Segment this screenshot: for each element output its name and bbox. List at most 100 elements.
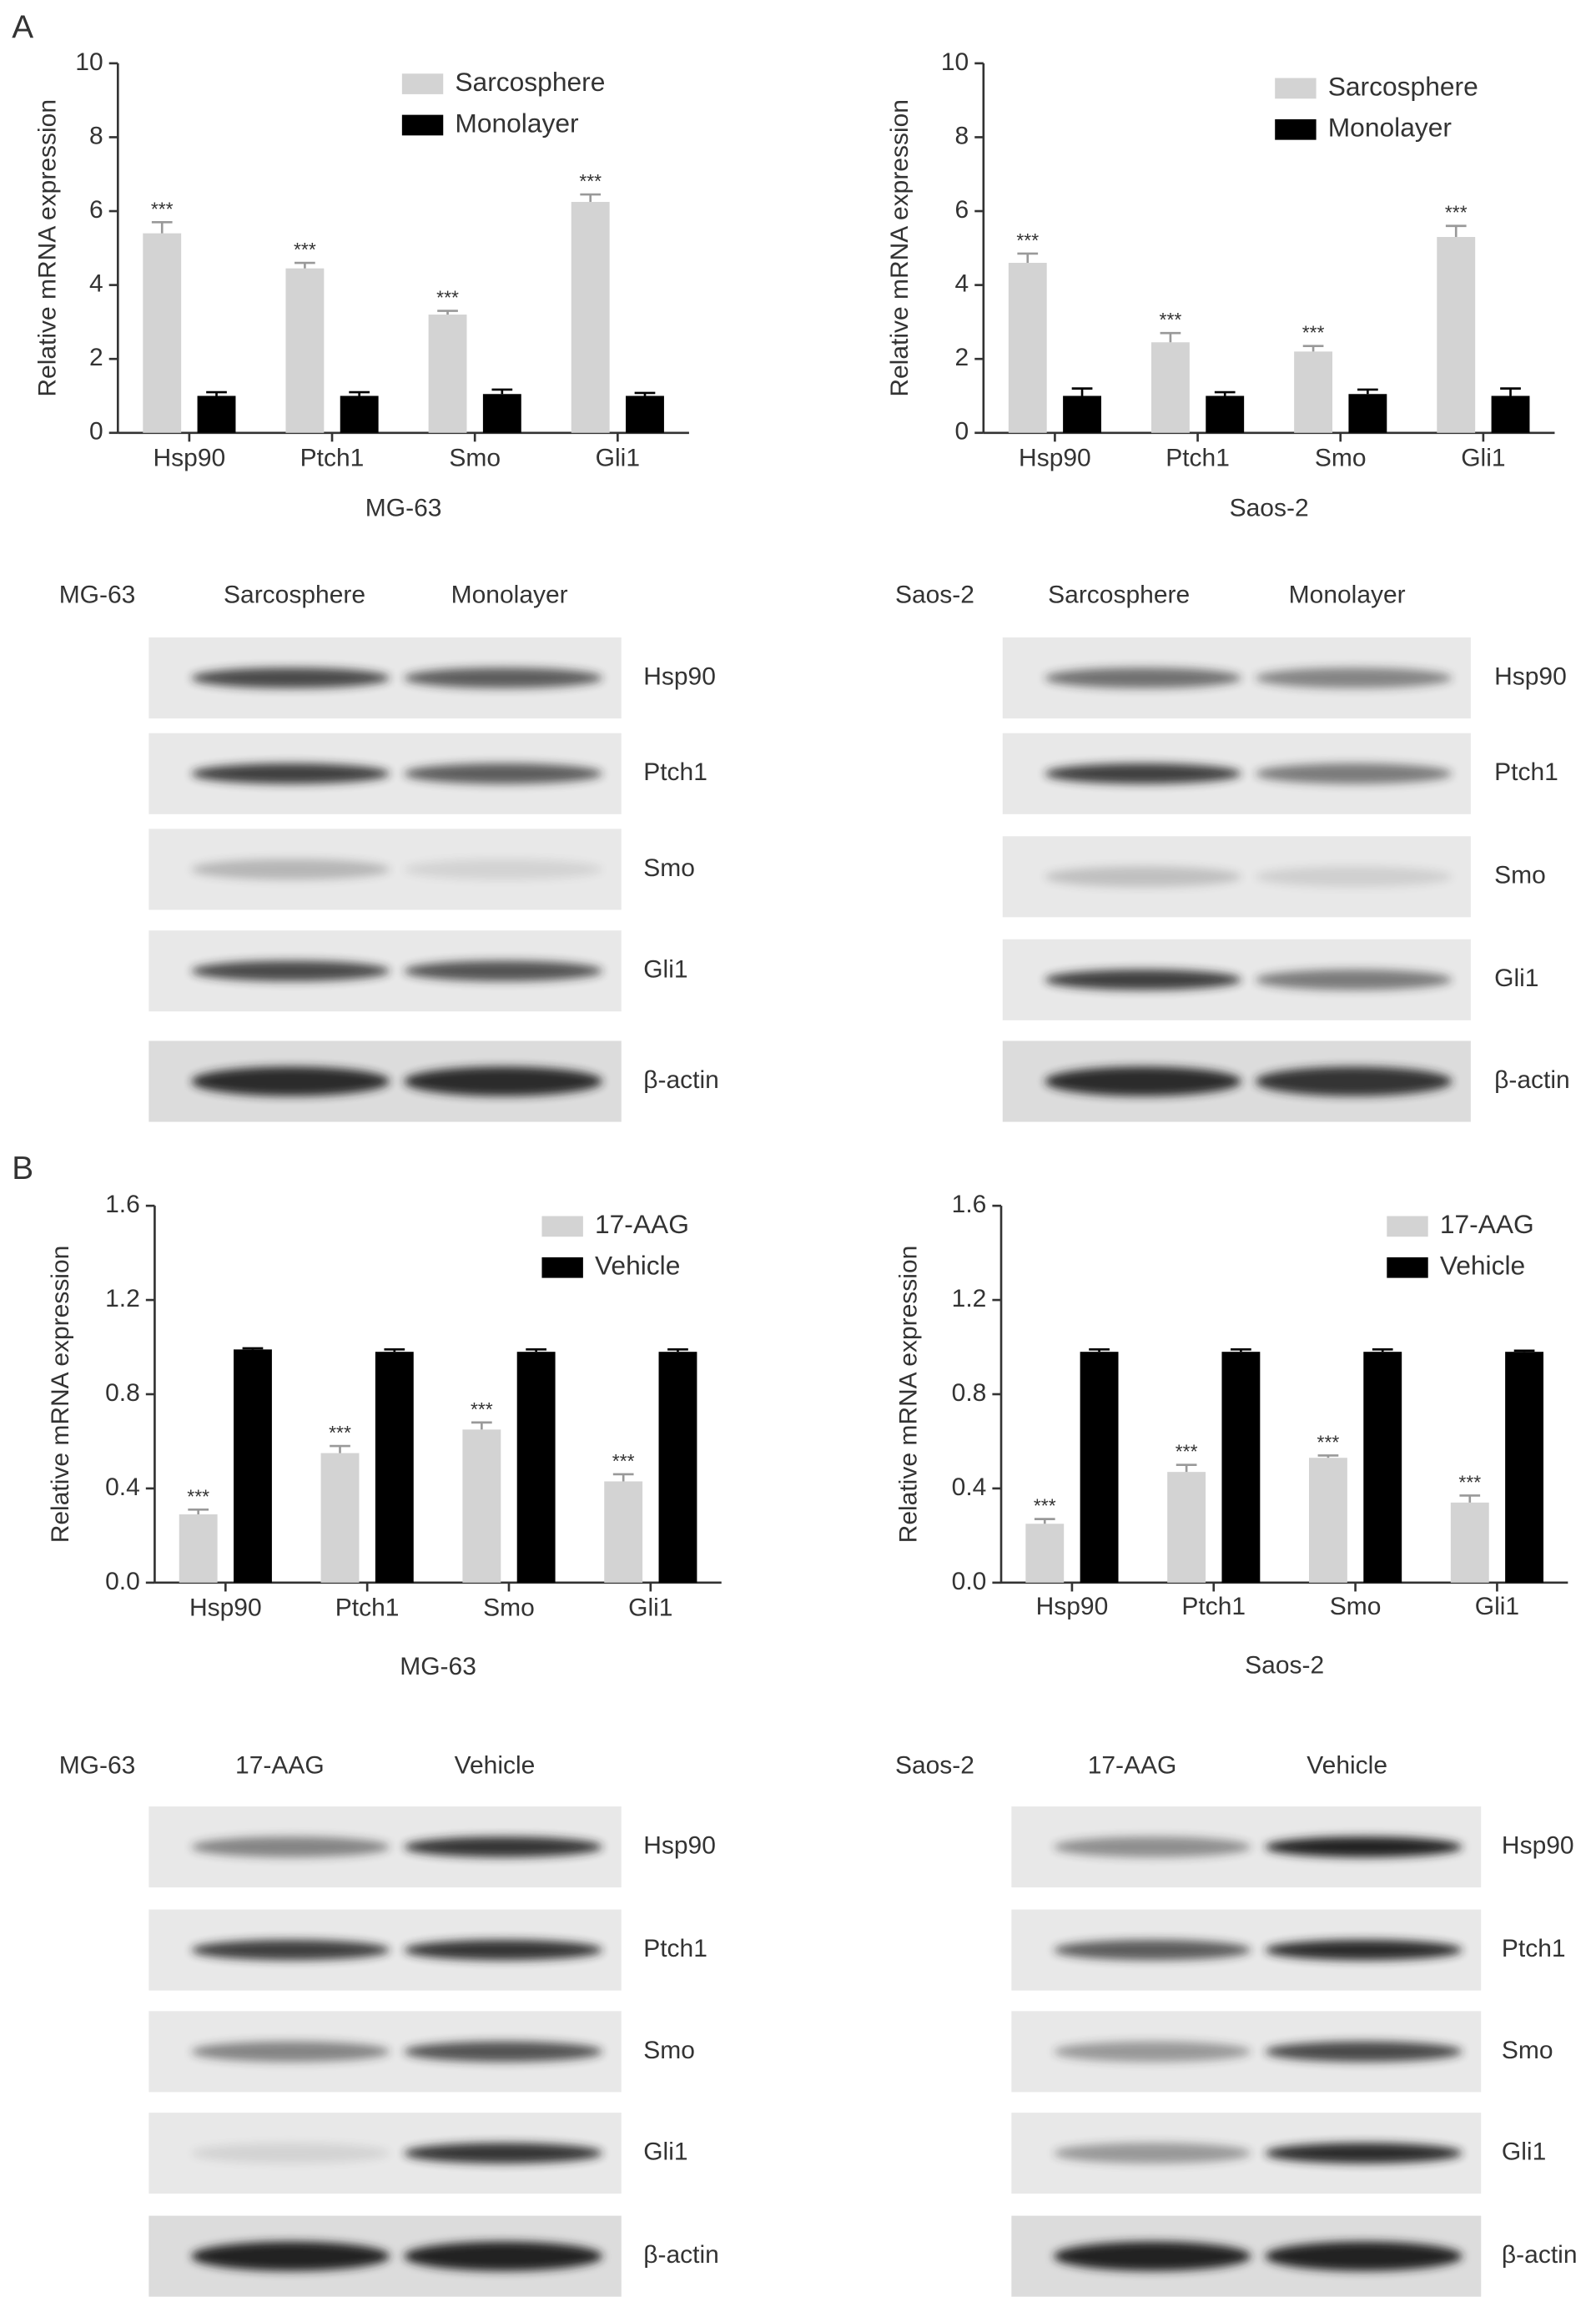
- significance: ***: [436, 287, 459, 309]
- blot-band: [1265, 1836, 1463, 1857]
- y-tick-label: 4: [89, 270, 103, 298]
- significance: ***: [1016, 229, 1039, 251]
- bar: [1206, 395, 1245, 433]
- blot-band: [191, 667, 390, 688]
- x-tick-label: Hsp90: [189, 1594, 262, 1622]
- blot-band: [404, 763, 603, 784]
- blot-band: [1054, 1939, 1251, 1961]
- blot-band: [404, 667, 603, 688]
- bar: [1063, 395, 1101, 433]
- bar: [375, 1352, 414, 1583]
- significance: ***: [471, 1398, 493, 1420]
- blot-row-label: Smo: [1494, 862, 1546, 889]
- y-tick-label: 1.2: [952, 1285, 987, 1312]
- bar: [197, 395, 236, 433]
- legend-swatch: [1387, 1216, 1428, 1237]
- blot-column-label: 17-AAG: [1088, 1751, 1177, 1779]
- blot-band: [404, 1939, 603, 1961]
- blot-row-label: β-actin: [1502, 2241, 1578, 2269]
- y-tick-label: 6: [954, 196, 969, 224]
- x-axis-label: Saos-2: [1245, 1651, 1324, 1679]
- x-tick-label: Ptch1: [1181, 1593, 1246, 1620]
- blot-band: [1265, 2241, 1463, 2271]
- y-tick-label: 1.2: [105, 1285, 140, 1312]
- significance: ***: [1302, 322, 1325, 344]
- blot-row-label: Smo: [1502, 2037, 1553, 2064]
- y-tick-label: 0.0: [105, 1568, 140, 1595]
- blot-column-label: Vehicle: [1307, 1751, 1387, 1779]
- bar: [234, 1349, 272, 1583]
- y-tick-label: 1.6: [105, 1191, 140, 1218]
- y-axis-label: Relative mRNA expression: [47, 1246, 74, 1544]
- blot-band: [1255, 763, 1453, 784]
- y-tick-label: 0.0: [952, 1568, 987, 1595]
- bar: [626, 395, 664, 433]
- y-tick-label: 8: [954, 122, 969, 149]
- y-tick-label: 1.6: [952, 1191, 987, 1218]
- y-axis-label: Relative mRNA expression: [33, 99, 61, 397]
- legend-label: Sarcosphere: [455, 67, 605, 97]
- significance: ***: [151, 198, 174, 219]
- blot-column-label: Vehicle: [455, 1751, 536, 1779]
- x-tick-label: Gli1: [1461, 444, 1505, 471]
- blot-band: [404, 2143, 603, 2163]
- x-tick-label: Hsp90: [1019, 444, 1091, 471]
- blot-cell-line: Saos-2: [895, 582, 974, 609]
- legend-swatch: [1275, 118, 1317, 140]
- x-axis-label: MG-63: [400, 1653, 476, 1680]
- x-tick-label: Gli1: [1475, 1593, 1519, 1620]
- bar: [1150, 342, 1190, 433]
- blot-band: [404, 960, 603, 982]
- blot-band: [1265, 2041, 1463, 2063]
- x-tick-label: Smo: [1330, 1593, 1382, 1620]
- blot-band: [191, 960, 390, 982]
- bar: [1450, 1502, 1489, 1583]
- blot-band: [1054, 2143, 1251, 2163]
- blot-band: [1054, 1836, 1251, 1857]
- blot-band: [1045, 969, 1241, 990]
- bar: [340, 395, 379, 433]
- bar: [428, 315, 467, 433]
- blot-band: [404, 2041, 603, 2063]
- significance: ***: [1176, 1441, 1198, 1463]
- blot-cell-line: Saos-2: [895, 1751, 974, 1779]
- blot-row-label: Gli1: [643, 2138, 687, 2166]
- blot-band: [191, 859, 390, 880]
- significance: ***: [1317, 1431, 1340, 1453]
- blot-band: [1045, 866, 1241, 888]
- blot-cell-line: MG-63: [59, 1751, 136, 1779]
- blot-band: [1265, 1939, 1463, 1961]
- blot-row-label: Ptch1: [1494, 758, 1558, 786]
- bar: [658, 1352, 697, 1583]
- legend-label: 17-AAG: [1440, 1209, 1534, 1239]
- x-tick-label: Smo: [449, 444, 501, 471]
- x-tick-label: Ptch1: [300, 444, 365, 471]
- legend-swatch: [541, 1216, 583, 1237]
- blot-row-label: Smo: [643, 854, 695, 882]
- blot-band: [1265, 2143, 1463, 2163]
- blot-column-label: Monolayer: [1289, 582, 1406, 609]
- blot-band: [404, 859, 603, 880]
- bar: [1294, 351, 1333, 433]
- blot-cell-line: MG-63: [59, 582, 136, 609]
- panel-label: B: [12, 1151, 33, 1186]
- bar: [1505, 1352, 1544, 1583]
- blot-column-label: Monolayer: [451, 582, 568, 609]
- blot-band: [1054, 2241, 1251, 2271]
- significance: ***: [294, 239, 316, 260]
- blot-band: [1045, 1066, 1241, 1096]
- y-tick-label: 10: [941, 48, 969, 76]
- blot-band: [1255, 969, 1453, 990]
- x-tick-label: Hsp90: [1036, 1593, 1109, 1620]
- legend-label: 17-AAG: [595, 1209, 689, 1239]
- significance: ***: [1445, 202, 1468, 224]
- bar: [1221, 1352, 1261, 1583]
- blot-row-label: Hsp90: [643, 662, 716, 690]
- bar: [462, 1429, 501, 1583]
- significance: ***: [579, 170, 602, 192]
- legend-swatch: [401, 73, 444, 94]
- blot-row-label: Hsp90: [1502, 1832, 1574, 1860]
- blot-band: [1045, 763, 1241, 784]
- significance: ***: [329, 1422, 351, 1443]
